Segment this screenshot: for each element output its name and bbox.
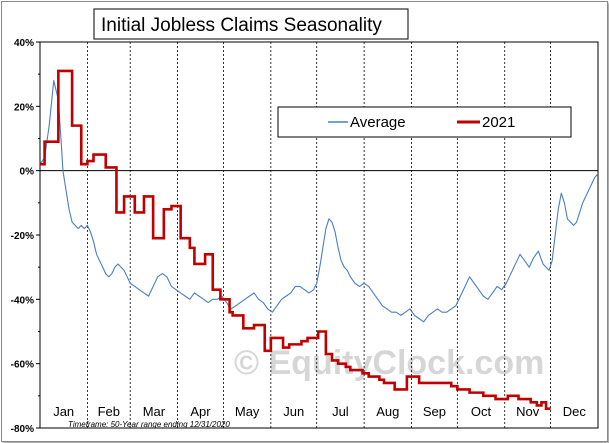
month-label: Dec — [563, 404, 587, 419]
timeframe-note: Timeframe: 50-Year range ending 12/31/20… — [68, 420, 230, 429]
month-label: Jan — [53, 404, 74, 419]
month-label: Feb — [98, 404, 120, 419]
y-tick-label: 40% — [14, 38, 34, 49]
legend — [277, 106, 572, 138]
y-tick-label: 0% — [20, 167, 35, 178]
watermark: © EquityClock.com — [234, 344, 544, 382]
chart-title: Initial Jobless Claims Seasonality — [101, 15, 382, 36]
month-label: Sep — [423, 404, 446, 419]
grid-lines — [40, 42, 598, 428]
month-label: Jul — [332, 404, 349, 419]
series-line-2021 — [40, 69, 551, 410]
series-average — [39, 80, 599, 323]
y-axis: 40% 20% 0% -20% -40% -60% -80% — [11, 38, 40, 435]
y-tick-label: -60% — [11, 360, 34, 371]
month-label: Mar — [143, 404, 166, 419]
month-label: Apr — [190, 404, 211, 419]
month-label: Aug — [376, 404, 399, 419]
y-tick-label: -40% — [11, 295, 34, 306]
series-2021 — [40, 69, 551, 410]
legend-label-2021: 2021 — [482, 114, 515, 131]
month-label: Jun — [283, 404, 304, 419]
y-tick-label: -80% — [11, 424, 34, 435]
x-axis-months: Jan Feb Mar Apr May Jun Jul Aug Sep Oct Nov Dec — [53, 404, 586, 419]
legend-label-average: Average — [350, 114, 406, 131]
month-label: May — [235, 404, 260, 419]
month-label: Oct — [471, 404, 492, 419]
title-box — [93, 8, 409, 40]
y-tick-label: 20% — [14, 102, 34, 113]
y-tick-label: -20% — [11, 231, 34, 242]
series-line-average — [39, 80, 599, 323]
month-label: Nov — [516, 404, 540, 419]
